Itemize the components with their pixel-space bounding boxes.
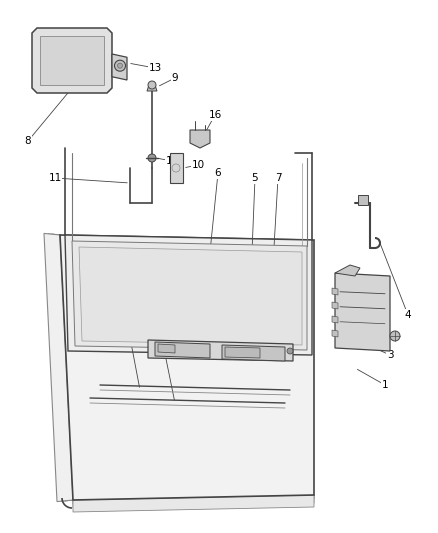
Polygon shape bbox=[52, 234, 73, 501]
Text: 4: 4 bbox=[405, 310, 411, 320]
Polygon shape bbox=[170, 153, 183, 183]
Text: 10: 10 bbox=[191, 160, 205, 170]
Polygon shape bbox=[148, 340, 293, 361]
Text: 12: 12 bbox=[166, 156, 179, 166]
Text: 13: 13 bbox=[148, 63, 162, 73]
Polygon shape bbox=[65, 235, 312, 355]
Circle shape bbox=[114, 60, 126, 71]
Text: 1: 1 bbox=[381, 380, 389, 390]
Polygon shape bbox=[73, 495, 314, 508]
Text: 15: 15 bbox=[148, 300, 162, 310]
Polygon shape bbox=[40, 36, 104, 85]
Polygon shape bbox=[225, 347, 260, 358]
Circle shape bbox=[390, 331, 400, 341]
Polygon shape bbox=[332, 316, 338, 323]
Text: 7: 7 bbox=[275, 173, 281, 183]
Polygon shape bbox=[48, 234, 73, 501]
Polygon shape bbox=[32, 28, 112, 93]
Polygon shape bbox=[335, 273, 390, 351]
Polygon shape bbox=[73, 495, 314, 504]
Polygon shape bbox=[358, 195, 368, 205]
Polygon shape bbox=[73, 495, 314, 512]
Circle shape bbox=[287, 348, 293, 354]
Circle shape bbox=[148, 154, 156, 162]
Polygon shape bbox=[190, 130, 210, 148]
Text: 11: 11 bbox=[48, 173, 62, 183]
Polygon shape bbox=[79, 247, 302, 345]
Text: 6: 6 bbox=[215, 168, 221, 178]
Circle shape bbox=[117, 63, 123, 68]
Polygon shape bbox=[56, 235, 73, 500]
Polygon shape bbox=[155, 342, 210, 358]
Polygon shape bbox=[335, 265, 360, 276]
Polygon shape bbox=[147, 85, 157, 91]
Text: 5: 5 bbox=[252, 173, 258, 183]
Polygon shape bbox=[158, 344, 175, 353]
Polygon shape bbox=[112, 54, 127, 80]
Polygon shape bbox=[72, 241, 307, 350]
Polygon shape bbox=[332, 302, 338, 309]
Text: 14: 14 bbox=[113, 280, 127, 290]
Circle shape bbox=[148, 81, 156, 89]
Polygon shape bbox=[332, 330, 338, 337]
Text: 3: 3 bbox=[387, 350, 393, 360]
Text: 16: 16 bbox=[208, 110, 222, 120]
Polygon shape bbox=[222, 345, 285, 361]
Polygon shape bbox=[332, 288, 338, 295]
Polygon shape bbox=[44, 233, 73, 502]
Text: 8: 8 bbox=[25, 136, 31, 146]
Text: 9: 9 bbox=[172, 73, 178, 83]
Polygon shape bbox=[60, 235, 314, 500]
